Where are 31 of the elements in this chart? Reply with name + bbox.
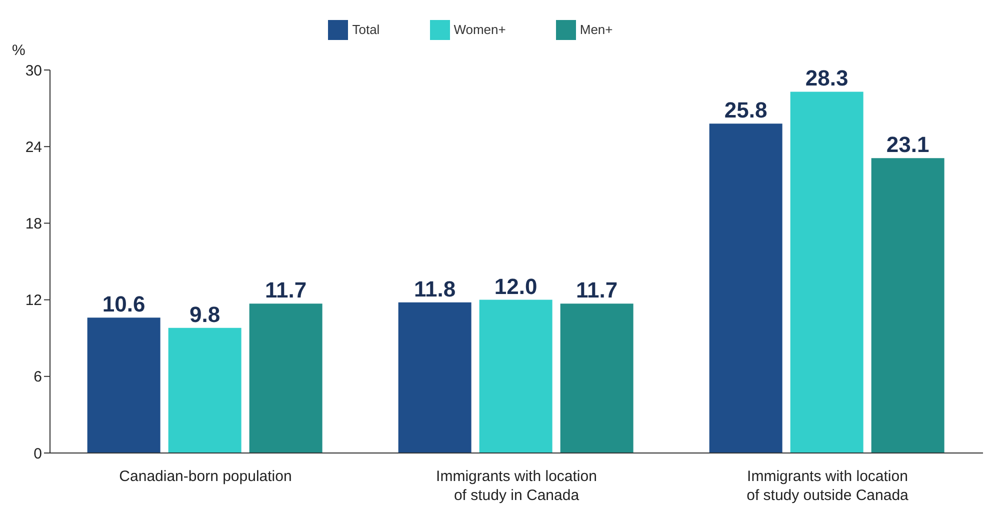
x-tick-label: Canadian-born population (119, 468, 292, 485)
data-label: 12.0 (494, 274, 538, 299)
bar (398, 302, 472, 453)
data-label: 9.8 (190, 302, 220, 327)
x-tick-label: Immigrants with location of study outside Canada (746, 468, 910, 504)
bar (560, 304, 634, 453)
data-label: 28.3 (805, 66, 848, 91)
bar (87, 318, 160, 453)
x-tick-label: Immigrants with location of study in Canada (436, 468, 597, 504)
legend-label: Men+ (580, 22, 613, 38)
data-label: 25.8 (724, 98, 768, 123)
y-tick-label: 0 (34, 445, 42, 462)
legend-label: Women+ (454, 22, 506, 38)
y-tick-label: 24 (25, 138, 42, 156)
y-tick-label: 30 (25, 62, 42, 80)
bar (790, 92, 864, 453)
y-tick-label: 12 (25, 292, 42, 310)
data-label: 11.7 (265, 278, 307, 303)
bar (479, 300, 552, 453)
y-tick-label: 18 (25, 216, 42, 233)
y-tick-label: 6 (34, 368, 42, 386)
legend-label: Total (352, 22, 380, 38)
bar (871, 158, 944, 453)
bar (709, 124, 782, 453)
bar (168, 328, 242, 453)
data-label: 10.6 (102, 292, 146, 317)
data-label: 11.7 (576, 278, 618, 303)
data-label: 11.8 (414, 276, 456, 302)
data-label: 23.1 (886, 132, 930, 158)
y-axis-title: % (12, 42, 26, 59)
bar (249, 304, 322, 453)
